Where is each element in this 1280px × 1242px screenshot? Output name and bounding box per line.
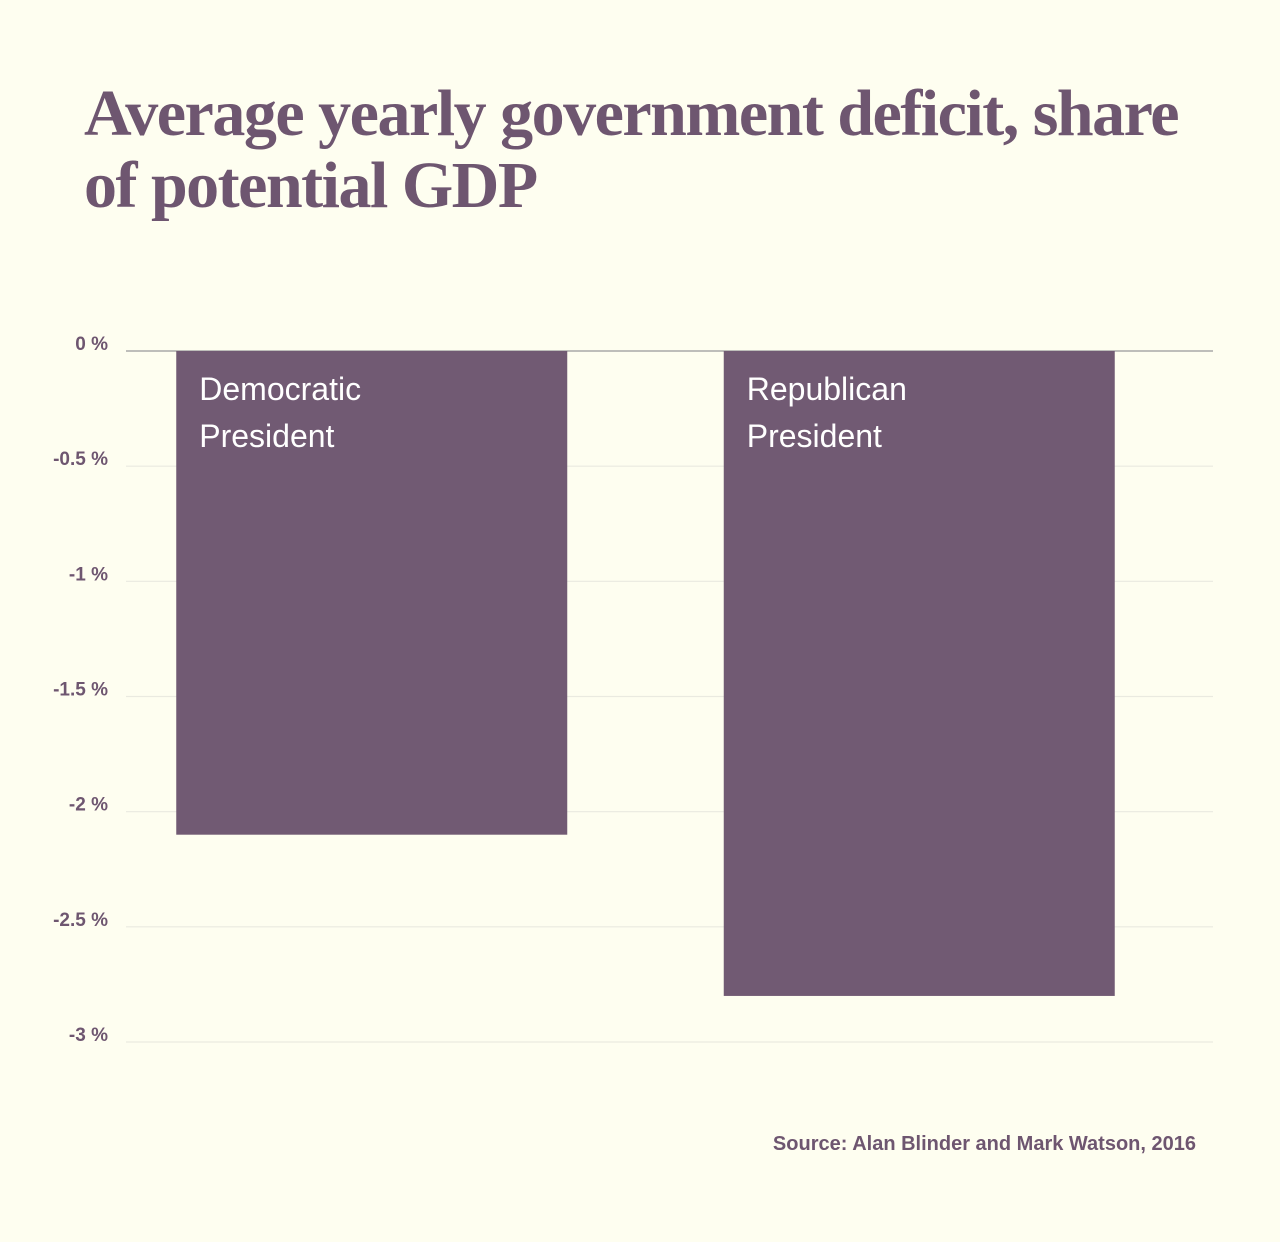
y-tick-label: -0.5 % bbox=[53, 449, 108, 470]
y-tick-label: -3 % bbox=[69, 1025, 108, 1046]
bar-republican-president bbox=[723, 351, 1115, 996]
chart-title: Average yearly government deficit, share… bbox=[84, 77, 1180, 222]
bar-label: Democratic President bbox=[199, 371, 361, 454]
y-tick-label: 0 % bbox=[75, 334, 108, 355]
bars: Democratic President Republican President bbox=[176, 351, 1115, 996]
y-tick-label: -2.5 % bbox=[53, 910, 108, 931]
y-tick-label: -1 % bbox=[69, 564, 108, 585]
source-note: Source: Alan Blinder and Mark Watson, 20… bbox=[772, 1133, 1196, 1155]
y-tick-label: -1.5 % bbox=[53, 680, 108, 701]
y-tick-label: -2 % bbox=[69, 795, 108, 816]
y-axis-ticks: 0 % -0.5 % -1 % -1.5 % -2 % -2.5 % -3 % bbox=[53, 334, 108, 1046]
bar-democratic-president bbox=[176, 351, 568, 835]
bar-label: Republican President bbox=[747, 371, 907, 454]
